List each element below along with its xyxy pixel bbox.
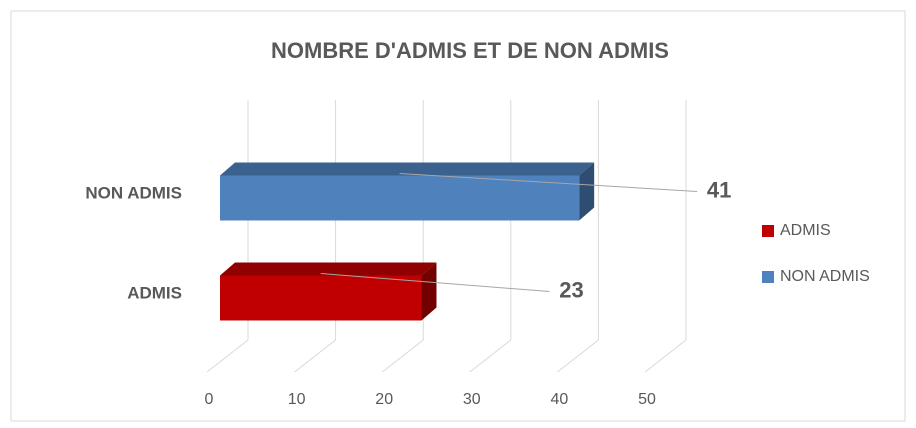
bar-top (220, 162, 595, 176)
x-tick-label: 30 (463, 391, 481, 408)
floor-line (381, 339, 424, 373)
legend-label: ADMIS (780, 222, 831, 239)
floor-line (206, 339, 249, 373)
x-tick-label: 50 (638, 391, 656, 408)
floor-line (644, 339, 687, 373)
bar-side (421, 262, 437, 321)
x-tick-label: 0 (205, 391, 214, 408)
bar-top (220, 262, 437, 276)
bar (220, 175, 580, 221)
bar-side (579, 162, 595, 221)
legend-swatch (762, 271, 774, 283)
y-tick-label: NON ADMIS (85, 183, 182, 202)
bar (220, 275, 422, 321)
x-tick-label: 20 (375, 391, 393, 408)
y-tick-label: ADMIS (127, 283, 182, 302)
floor-line (557, 339, 599, 373)
leader-line (320, 273, 550, 292)
leader-line (399, 173, 698, 192)
floor-line (469, 339, 512, 373)
x-tick-label: 40 (551, 391, 569, 408)
floor-line (294, 339, 336, 373)
x-tick-label: 10 (288, 391, 306, 408)
data-label: 23 (559, 277, 583, 302)
chart-title: NOMBRE D'ADMIS ET DE NON ADMIS (271, 38, 669, 63)
legend-label: NON ADMIS (780, 268, 870, 285)
legend-swatch (762, 225, 774, 237)
data-label: 41 (707, 177, 731, 202)
